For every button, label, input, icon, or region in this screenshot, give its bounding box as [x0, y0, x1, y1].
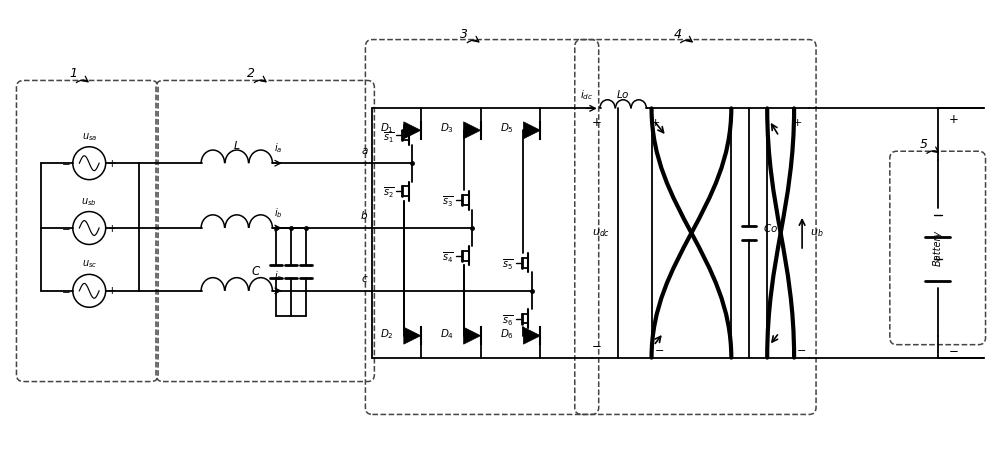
Text: $\overline{s_2}$: $\overline{s_2}$: [383, 186, 394, 200]
Text: $-$: $-$: [948, 343, 958, 356]
Text: 2: 2: [247, 68, 255, 81]
Text: $+$: $+$: [107, 223, 116, 233]
Text: 3: 3: [460, 28, 468, 41]
Polygon shape: [464, 122, 481, 139]
Text: $\overline{s_6}$: $\overline{s_6}$: [502, 313, 514, 328]
Polygon shape: [523, 327, 540, 344]
Polygon shape: [404, 327, 421, 344]
Text: $D_5$: $D_5$: [500, 121, 514, 135]
Polygon shape: [523, 122, 540, 139]
Text: Battery: Battery: [933, 230, 943, 266]
Text: $-$: $-$: [61, 286, 71, 296]
Text: $Co$: $Co$: [763, 222, 778, 234]
Text: $+$: $+$: [591, 116, 602, 129]
Text: $+$: $+$: [107, 158, 116, 169]
Text: $Lo$: $Lo$: [616, 88, 630, 100]
Text: $+$: $+$: [792, 117, 802, 128]
Text: $+$: $+$: [948, 113, 958, 126]
Text: $u_{sb}$: $u_{sb}$: [81, 196, 97, 207]
Text: 5: 5: [920, 138, 928, 151]
Polygon shape: [404, 122, 421, 139]
Text: $u_{dc}$: $u_{dc}$: [592, 227, 610, 239]
Text: $-$: $-$: [654, 344, 664, 354]
Polygon shape: [464, 327, 481, 344]
Text: $-$: $-$: [591, 338, 602, 350]
Text: $L$: $L$: [233, 139, 241, 151]
Text: $a$: $a$: [361, 146, 368, 156]
Text: $+$: $+$: [650, 117, 660, 128]
Text: $i_{dc}$: $i_{dc}$: [580, 88, 593, 102]
Text: $\overline{s_5}$: $\overline{s_5}$: [502, 257, 514, 272]
Text: 1: 1: [69, 68, 77, 81]
Text: $D_3$: $D_3$: [440, 121, 454, 135]
Text: $u_{sa}$: $u_{sa}$: [82, 131, 97, 143]
Text: $i_c$: $i_c$: [274, 269, 283, 283]
Text: 4: 4: [673, 28, 681, 41]
Text: $D_6$: $D_6$: [500, 327, 514, 341]
Text: $i_b$: $i_b$: [274, 206, 283, 220]
Text: $\overline{s_1}$: $\overline{s_1}$: [383, 130, 394, 144]
Text: $u_b$: $u_b$: [810, 227, 824, 239]
Text: $b$: $b$: [360, 209, 368, 221]
Text: $C$: $C$: [251, 265, 261, 278]
Text: $-$: $-$: [796, 344, 806, 354]
Text: $i_a$: $i_a$: [274, 141, 283, 155]
Text: $c$: $c$: [361, 274, 368, 284]
Text: $u_{sc}$: $u_{sc}$: [82, 258, 97, 270]
Text: $-$: $-$: [61, 223, 71, 233]
Text: $+$: $+$: [107, 285, 116, 296]
Text: $\overline{s_3}$: $\overline{s_3}$: [442, 195, 454, 209]
Text: $D_2$: $D_2$: [380, 327, 394, 341]
Text: $D_4$: $D_4$: [440, 327, 454, 341]
Text: $\overline{s_4}$: $\overline{s_4}$: [442, 250, 454, 265]
Text: $-$: $-$: [61, 158, 71, 168]
Text: $D_1$: $D_1$: [380, 121, 394, 135]
